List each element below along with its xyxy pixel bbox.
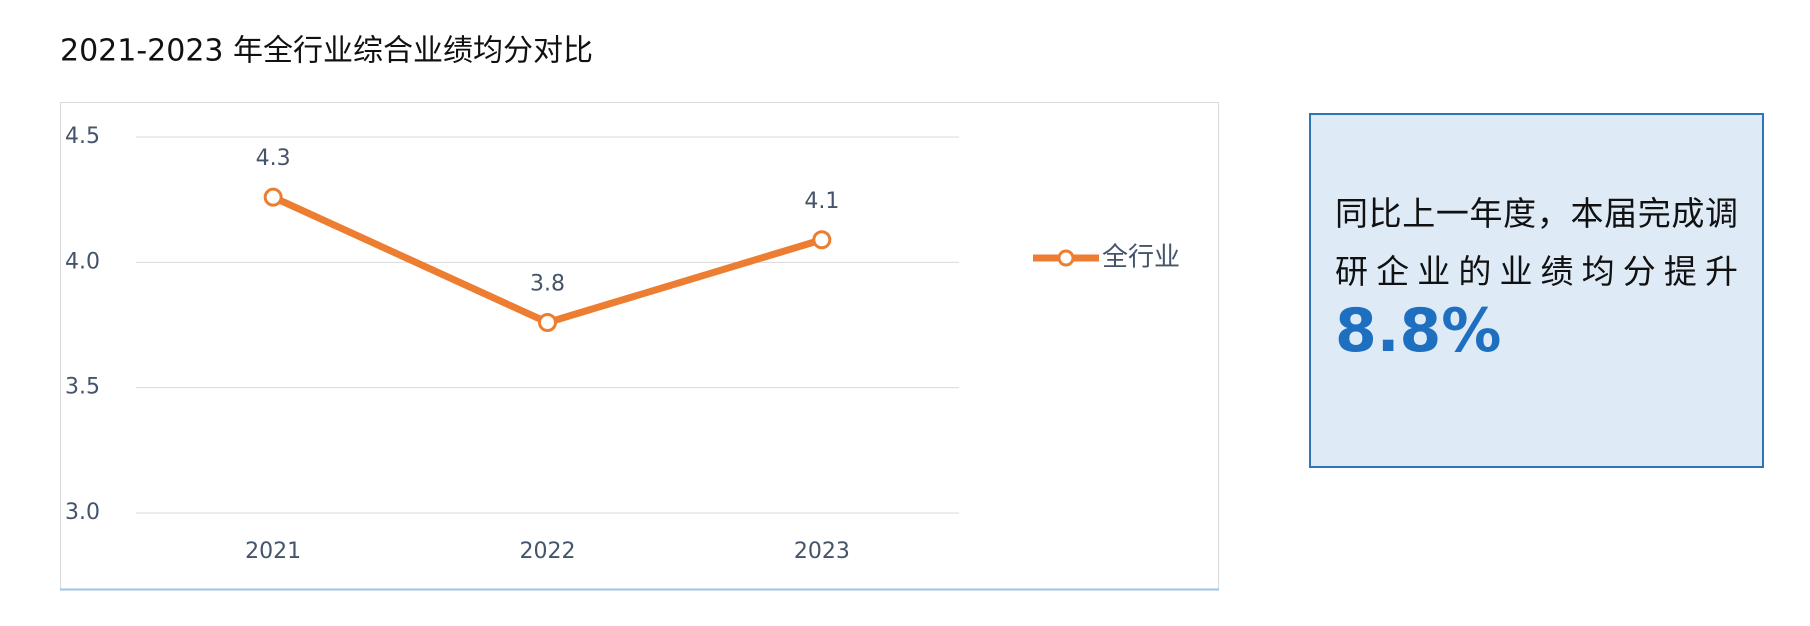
legend-label: 全行业 [1102,243,1180,273]
chart-title: 2021-2023 年全行业综合业绩均分对比 [60,34,593,69]
legend-marker [1057,249,1075,267]
chart: 2021-2023 年全行业综合业绩均分对比 3.0 3.5 4.0 4.5 2021 2… [60,34,1219,591]
y-tick-label: 4.0 [65,249,100,274]
callout-highlight: 8.8% [1335,296,1502,366]
data-label: 4.3 [256,146,291,171]
callout: 同比上一年度，本届完成调研企业的业绩均分提升 8.8% [1309,113,1764,468]
x-tick-label: 2022 [520,539,576,564]
x-tick-label: 2023 [794,539,850,564]
marker [538,312,557,332]
y-tick-label: 4.5 [65,124,100,149]
data-label: 4.1 [804,189,839,214]
marker [812,230,832,250]
x-tick-label: 2021 [245,539,301,564]
plot-frame [60,102,1219,590]
marker [263,187,283,207]
y-tick-label: 3.0 [65,500,100,525]
y-tick-label: 3.5 [65,375,100,400]
callout-text: 同比上一年度，本届完成调研企业的业绩均分提升 [1335,194,1738,291]
data-label: 3.8 [530,271,565,296]
